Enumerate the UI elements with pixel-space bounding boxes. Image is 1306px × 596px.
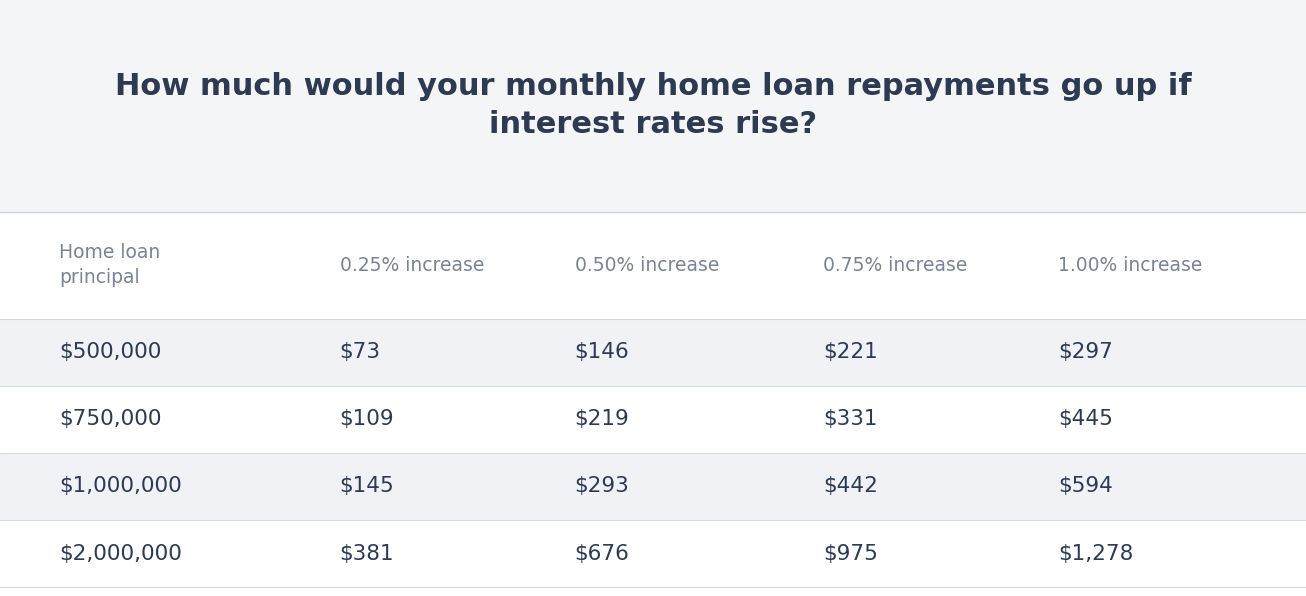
Text: 1.00% increase: 1.00% increase [1058,256,1203,275]
Text: $445: $445 [1058,409,1113,430]
Text: $219: $219 [575,409,629,430]
Text: $146: $146 [575,342,629,362]
Text: $442: $442 [823,476,878,496]
Text: $676: $676 [575,544,629,564]
Text: $1,000,000: $1,000,000 [59,476,182,496]
Bar [0,453,1306,520]
Text: $500,000: $500,000 [59,342,161,362]
Text: $975: $975 [823,544,878,564]
Text: $73: $73 [340,342,380,362]
Text: $145: $145 [340,476,394,496]
Text: 0.50% increase: 0.50% increase [575,256,720,275]
Bar [0,212,1306,596]
Text: Home loan
principal: Home loan principal [59,243,161,287]
Text: $2,000,000: $2,000,000 [59,544,182,564]
Text: $297: $297 [1058,342,1113,362]
Text: $109: $109 [340,409,394,430]
Text: $221: $221 [823,342,878,362]
Text: $293: $293 [575,476,629,496]
Text: $1,278: $1,278 [1058,544,1134,564]
Text: $331: $331 [823,409,878,430]
Text: $750,000: $750,000 [59,409,161,430]
Text: 0.25% increase: 0.25% increase [340,256,485,275]
Text: $381: $381 [340,544,394,564]
Text: How much would your monthly home loan repayments go up if
interest rates rise?: How much would your monthly home loan re… [115,72,1191,139]
Text: 0.75% increase: 0.75% increase [823,256,968,275]
Bar [0,0,1306,212]
Bar [0,319,1306,386]
Text: $594: $594 [1058,476,1113,496]
